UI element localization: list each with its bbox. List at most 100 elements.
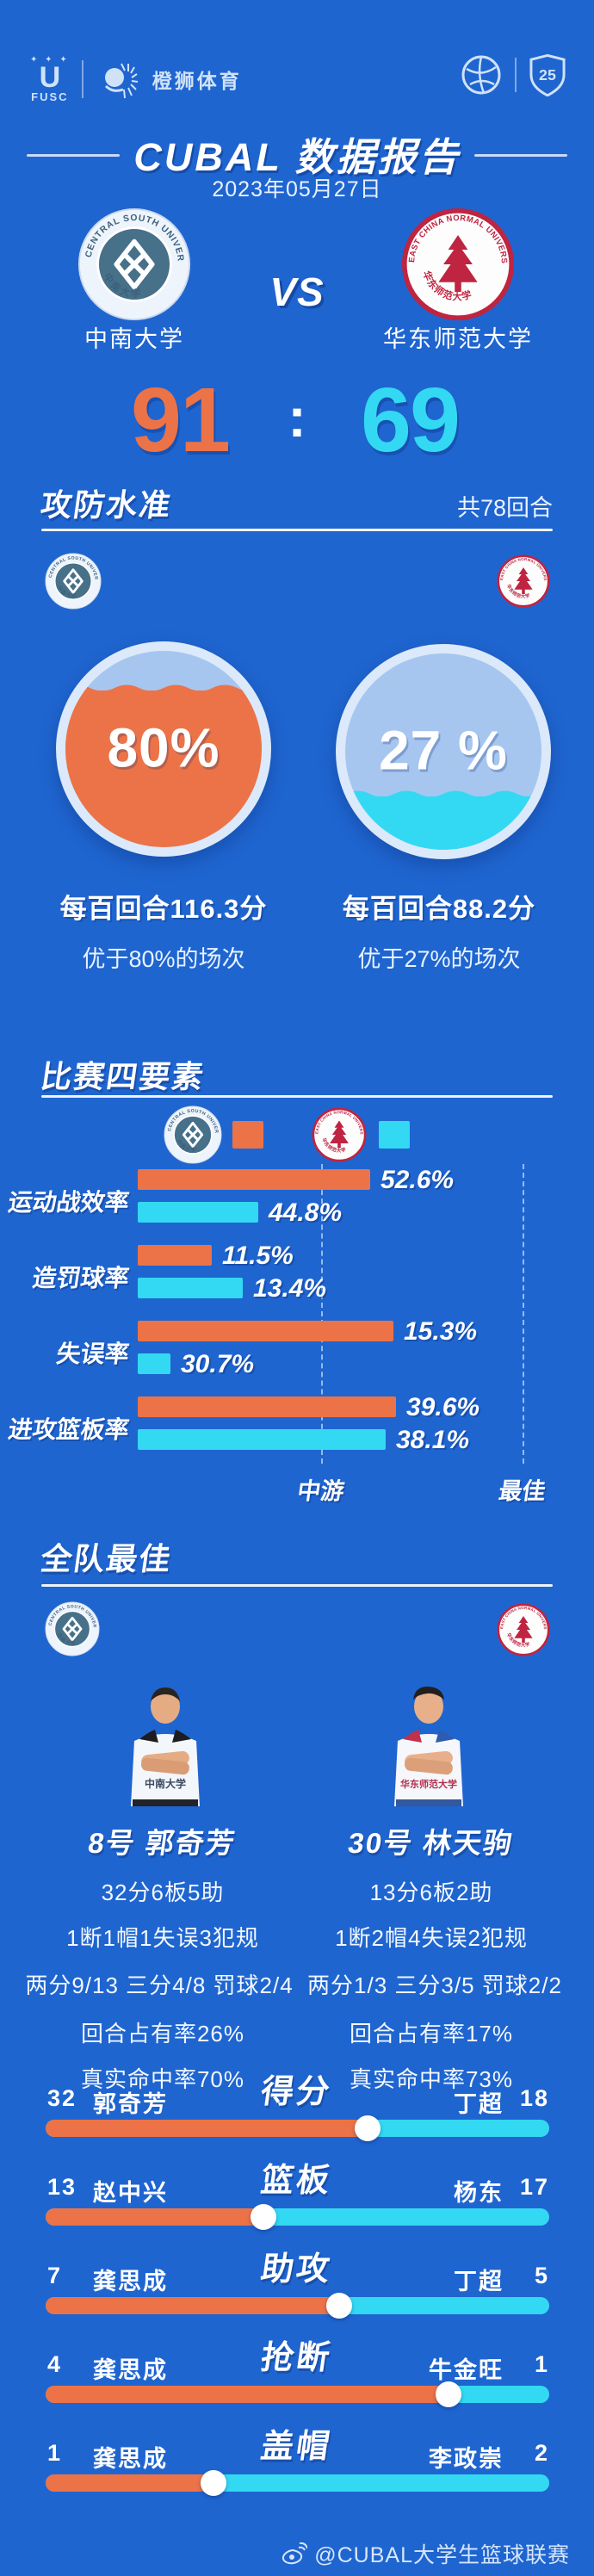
duel-bar-home-segment <box>46 2120 368 2137</box>
duel-title: 得分 <box>258 2074 335 2110</box>
duel-bar-knob <box>251 2204 277 2230</box>
factor-away-value: 44.8% <box>269 1198 343 1227</box>
ref-line-mid <box>321 1164 323 1464</box>
duel-bar-knob <box>355 2115 381 2141</box>
home-rank-label: 优于80%的场次 <box>82 946 245 972</box>
factor-home-bar <box>138 1396 396 1417</box>
duel-title: 助攻 <box>258 2251 335 2288</box>
header-divider-2 <box>515 58 517 92</box>
duel-left-value: 4 <box>47 2351 63 2377</box>
home-gauge-percent: 80% <box>107 716 220 779</box>
possessions-label: 共78回合 <box>456 495 553 521</box>
best-divider-line <box>41 1584 553 1587</box>
away-stat-line: 1断2帽4失误2犯规 <box>335 1925 528 1951</box>
away-rank-label: 优于27%的场次 <box>357 946 521 972</box>
home-stat-line: 真实命中率70% <box>80 2066 245 2092</box>
factor-row: 进攻篮板率 39.6% 38.1% <box>0 1393 594 1454</box>
duel-left-value: 7 <box>47 2263 63 2288</box>
pace-section-title: 攻防水准 <box>38 487 175 523</box>
pace-home-logo <box>45 553 102 610</box>
vs-label: VS <box>269 269 325 314</box>
duel-right-value: 18 <box>519 2085 549 2111</box>
duel-right-value: 1 <box>534 2351 549 2377</box>
duel-bar <box>46 2204 549 2230</box>
duel-bar-knob <box>200 2470 226 2496</box>
factor-row: 失误率 15.3% 30.7% <box>0 1317 594 1378</box>
factor-label: 运动战效率 <box>6 1189 131 1216</box>
home-stat-line: 两分9/13 三分4/8 罚球2/4 <box>25 1972 294 1998</box>
duel-left-name: 龚思成 <box>93 2269 168 2294</box>
factor-away-bar <box>138 1353 170 1374</box>
duel-bar-knob <box>326 2293 353 2319</box>
away-stat-line: 两分1/3 三分3/5 罚球2/2 <box>307 1972 562 1998</box>
away-jersey-text: 华东师范大学 <box>400 1778 457 1790</box>
duel-bar-home-segment <box>46 2386 449 2403</box>
home-player-photo: 中南大学 <box>131 1687 200 1806</box>
duel-right-value: 2 <box>534 2440 549 2466</box>
duel-right-value: 5 <box>534 2263 549 2288</box>
duel-row-rebounds: 篮板 13 赵中兴 杨东 17 <box>0 2153 594 2242</box>
duel-left-value: 13 <box>47 2174 77 2200</box>
duel-bar <box>46 2381 549 2407</box>
duel-right-name: 丁超 <box>454 2269 504 2294</box>
factor-away-bar <box>138 1278 243 1298</box>
duel-title: 篮板 <box>258 2163 335 2199</box>
duel-row-blocks: 盖帽 1 龚思成 李政崇 2 <box>0 2419 594 2508</box>
away-score: 69 <box>361 369 461 471</box>
duel-left-name: 郭奇芳 <box>93 2091 168 2117</box>
duel-bar <box>46 2470 549 2496</box>
duel-left-value: 32 <box>47 2085 77 2111</box>
home-gauge-fill <box>65 684 262 847</box>
footer-credit: @CUBAL大学生篮球联赛 <box>282 2538 570 2569</box>
duel-right-name: 牛金旺 <box>429 2357 504 2383</box>
away-best-player-title: 30号 林天驹 <box>346 1827 517 1859</box>
factor-row: 造罚球率 11.5% 13.4% <box>0 1242 594 1303</box>
header-left: ✦ ✦ ✦ U FUSC 橙狮体育 <box>30 55 242 103</box>
match-date: 2023年05月27日 <box>212 177 382 201</box>
fusc-logo-icon: ✦ ✦ ✦ U FUSC <box>30 55 70 103</box>
duel-bar-home-segment <box>46 2208 264 2226</box>
home-jersey-text: 中南大学 <box>145 1777 186 1790</box>
score-separator: : <box>288 387 306 449</box>
factor-away-bar <box>138 1202 258 1223</box>
duel-right-name: 杨东 <box>454 2180 504 2206</box>
factor-away-value: 30.7% <box>181 1350 255 1378</box>
away-stat-line: 真实命中率73% <box>349 2066 514 2092</box>
duel-row-assists: 助攻 7 龚思成 丁超 5 <box>0 2242 594 2331</box>
legend-away-logo <box>312 1107 367 1162</box>
factor-home-bar <box>138 1321 393 1341</box>
factor-home-value: 15.3% <box>404 1317 478 1346</box>
duel-left-value: 1 <box>47 2440 63 2466</box>
home-team-name: 中南大学 <box>84 326 184 352</box>
factor-away-value: 38.1% <box>396 1426 470 1454</box>
factor-away-value: 13.4% <box>253 1274 327 1303</box>
home-best-player-title: 8号 郭奇芳 <box>86 1827 239 1859</box>
lion-icon <box>104 63 138 99</box>
home-stat-line: 1断1帽1失误3犯规 <box>66 1925 259 1951</box>
away-gauge-percent: 27 % <box>379 719 508 782</box>
away-gauge-fill <box>345 790 541 850</box>
factor-home-bar <box>138 1169 370 1190</box>
factors-divider-line <box>41 1095 553 1098</box>
title-row: CUBAL 数据报告 <box>0 126 594 182</box>
title-line-left <box>27 154 121 157</box>
ref-line-best <box>523 1164 524 1464</box>
duel-left-name: 龚思成 <box>93 2357 168 2383</box>
home-stat-line: 回合占有率26% <box>80 2021 245 2047</box>
axis-label-mid: 中游 <box>295 1478 346 1504</box>
factor-home-bar <box>138 1245 212 1266</box>
duel-left-name: 龚思成 <box>93 2446 168 2472</box>
away-per100-label: 每百回合88.2分 <box>342 894 536 924</box>
axis-label-best: 最佳 <box>497 1478 548 1504</box>
home-per100-label: 每百回合116.3分 <box>59 894 268 924</box>
home-score: 91 <box>131 369 231 471</box>
factor-home-value: 52.6% <box>381 1166 455 1194</box>
legend-away-swatch <box>379 1121 410 1149</box>
best-away-logo <box>497 1603 550 1656</box>
home-pace-gauge: 80% <box>56 641 271 857</box>
weibo-icon <box>282 2542 308 2565</box>
best-section-title: 全队最佳 <box>38 1541 175 1576</box>
factor-away-bar <box>138 1429 386 1450</box>
factor-label: 进攻篮板率 <box>6 1416 131 1443</box>
